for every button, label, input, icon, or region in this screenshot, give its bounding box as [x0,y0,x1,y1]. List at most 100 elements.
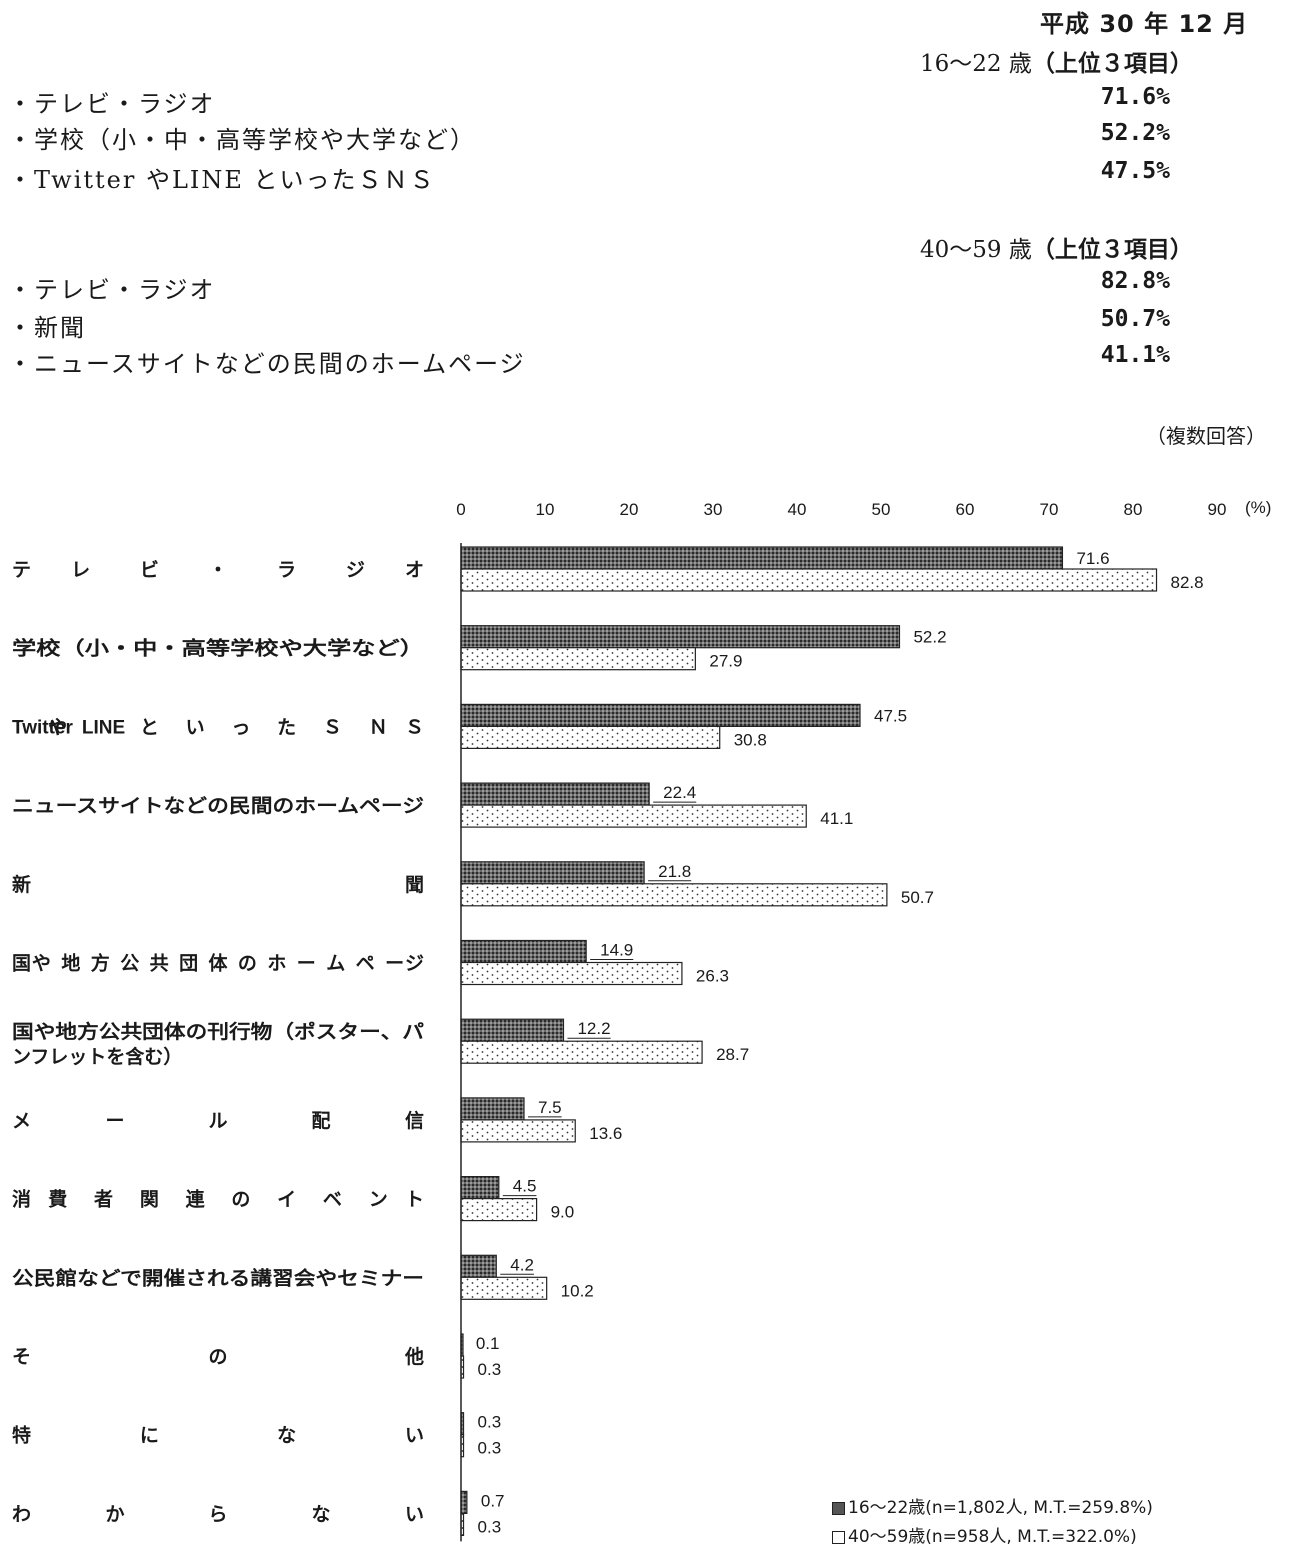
category-label-piece: 消 [12,1188,31,1211]
x-tick-label: 90 [1208,500,1227,519]
category-label-piece: と [140,717,159,738]
x-tick-label: 30 [704,500,723,519]
value-label-16-22: 7.5 [538,1098,562,1117]
legend-swatch-dotted [832,1530,845,1544]
category-label-piece: レ [71,560,90,581]
x-tick-label: 20 [620,500,639,519]
category-label-piece: の [231,1190,250,1211]
bar-16-22 [460,1254,497,1278]
bar-40-59 [460,1276,548,1300]
value-label-16-22: 12.2 [577,1019,610,1038]
category-label-piece: 団 [179,953,198,975]
bar-16-22 [460,861,645,885]
category-label-piece: LINE [82,717,125,738]
bar-16-22 [460,546,1064,570]
bar-40-59 [460,883,888,907]
group2-item-label: ・ニュースサイトなどの民間のホームページ [8,350,526,378]
x-tick-label: 0 [456,500,465,519]
group2-item-label: ・新聞 [8,314,86,342]
value-label-40-59: 26.3 [696,967,729,986]
bar-16-22 [460,939,587,964]
category-label-piece: ー [297,954,316,975]
category-label-piece: ム [326,954,345,975]
group1-item-pct: 47.5% [1100,158,1170,184]
category-label-piece: 新 [12,873,31,896]
category-label-piece: や [32,953,51,975]
value-label-16-22: 47.5 [874,706,907,725]
category-label-piece: の [238,954,257,975]
category-label-piece: そ [12,1347,31,1368]
group1-item-label: ・学校（小・中・高等学校や大学など） [8,126,476,154]
category-label-piece: ジ [405,954,424,975]
category-label-piece: い [405,1426,424,1447]
group1-item-label: ・Twitter やLINE といったＳＮＳ [8,166,436,194]
legend-item-16-22: 16～22歳(n=1,802人, M.T.=259.8%) [832,1493,1153,1518]
category-label-piece: テ [12,560,31,581]
bar-40-59 [460,725,721,750]
bar-16-22 [460,625,901,649]
category-label: 公民館などで開催される講習会やセミナー [12,1266,424,1289]
category-label-piece: 信 [405,1109,424,1132]
legend-swatch-dense [832,1501,845,1515]
category-label-piece: ル [208,1111,227,1132]
category-label-piece: の [208,1347,227,1368]
category-label-piece: に [140,1426,159,1447]
value-label-16-22: 0.1 [476,1334,500,1353]
bar-16-22 [460,782,650,806]
category-label: ンフレットを含む） [12,1045,182,1068]
category-label-piece: Ｎ [369,717,388,738]
bar-16-22 [460,1097,525,1121]
bar-40-59 [460,804,807,828]
category-label-piece: ー [105,1111,124,1132]
group1-title-suffix: （上位３項目） [1031,51,1193,77]
group1-item-pct: 52.2% [1100,120,1170,146]
legend-label: 40～59歳(n=958人, M.T.=322.0%) [848,1527,1137,1547]
value-label-16-22: 21.8 [658,862,691,881]
category-label-piece: 国 [12,953,31,975]
x-tick-label: 80 [1124,500,1143,519]
category-label-piece: オ [405,560,424,581]
category-label-piece: ペ [356,954,375,975]
bar-16-22 [460,1175,500,1200]
value-label-40-59: 0.3 [478,1439,502,1458]
value-label-40-59: 13.6 [589,1124,622,1143]
category-label-piece: 他 [404,1345,424,1368]
category-label-piece: な [277,1425,296,1447]
category-label: 学校（小・中・高等学校や大学など） [12,637,424,660]
category-label-piece: た [277,716,296,738]
category-label-piece: ビ [140,559,159,581]
value-label-16-22: 0.3 [478,1413,502,1432]
bar-40-59 [460,961,683,986]
value-label-40-59: 10.2 [561,1281,594,1300]
bar-40-59 [460,568,1158,592]
category-label-piece: Twitter [12,717,73,738]
value-label-16-22: 4.5 [513,1177,537,1196]
group1-title: 16～22 歳 [920,51,1032,77]
group1-item-label: ・テレビ・ラジオ [8,90,216,118]
category-label-piece: 関 [140,1189,159,1211]
category-label-piece: 聞 [405,874,424,896]
category-label-piece: ン [369,1190,388,1211]
category-label-piece: イ [277,1190,296,1211]
category-label-piece: Ｓ [405,717,424,738]
group2-item-label: ・テレビ・ラジオ [8,276,216,304]
value-label-16-22: 0.7 [481,1491,505,1510]
bar-16-22 [460,1018,565,1042]
group2-title: 40～59 歳 [920,237,1032,263]
legend-item-40-59: 40～59歳(n=958人, M.T.=322.0%) [832,1522,1137,1547]
category-label-piece: や [48,716,67,738]
category-label-piece: メ [12,1111,31,1132]
value-label-16-22: 4.2 [510,1255,534,1274]
value-label-40-59: 27.9 [709,652,742,671]
category-label-piece: い [186,717,205,738]
value-label-40-59: 50.7 [901,888,934,907]
value-label-40-59: 82.8 [1171,573,1204,592]
group2-title-suffix: （上位３項目） [1031,237,1193,263]
category-label-piece: ジ [346,560,365,581]
legend-label: 16～22歳(n=1,802人, M.T.=259.8%) [848,1498,1153,1518]
x-tick-label: 60 [956,500,975,519]
x-tick-label: 10 [536,500,555,519]
category-label-piece: ら [208,1503,227,1525]
category-label-piece: ラ [277,560,296,581]
